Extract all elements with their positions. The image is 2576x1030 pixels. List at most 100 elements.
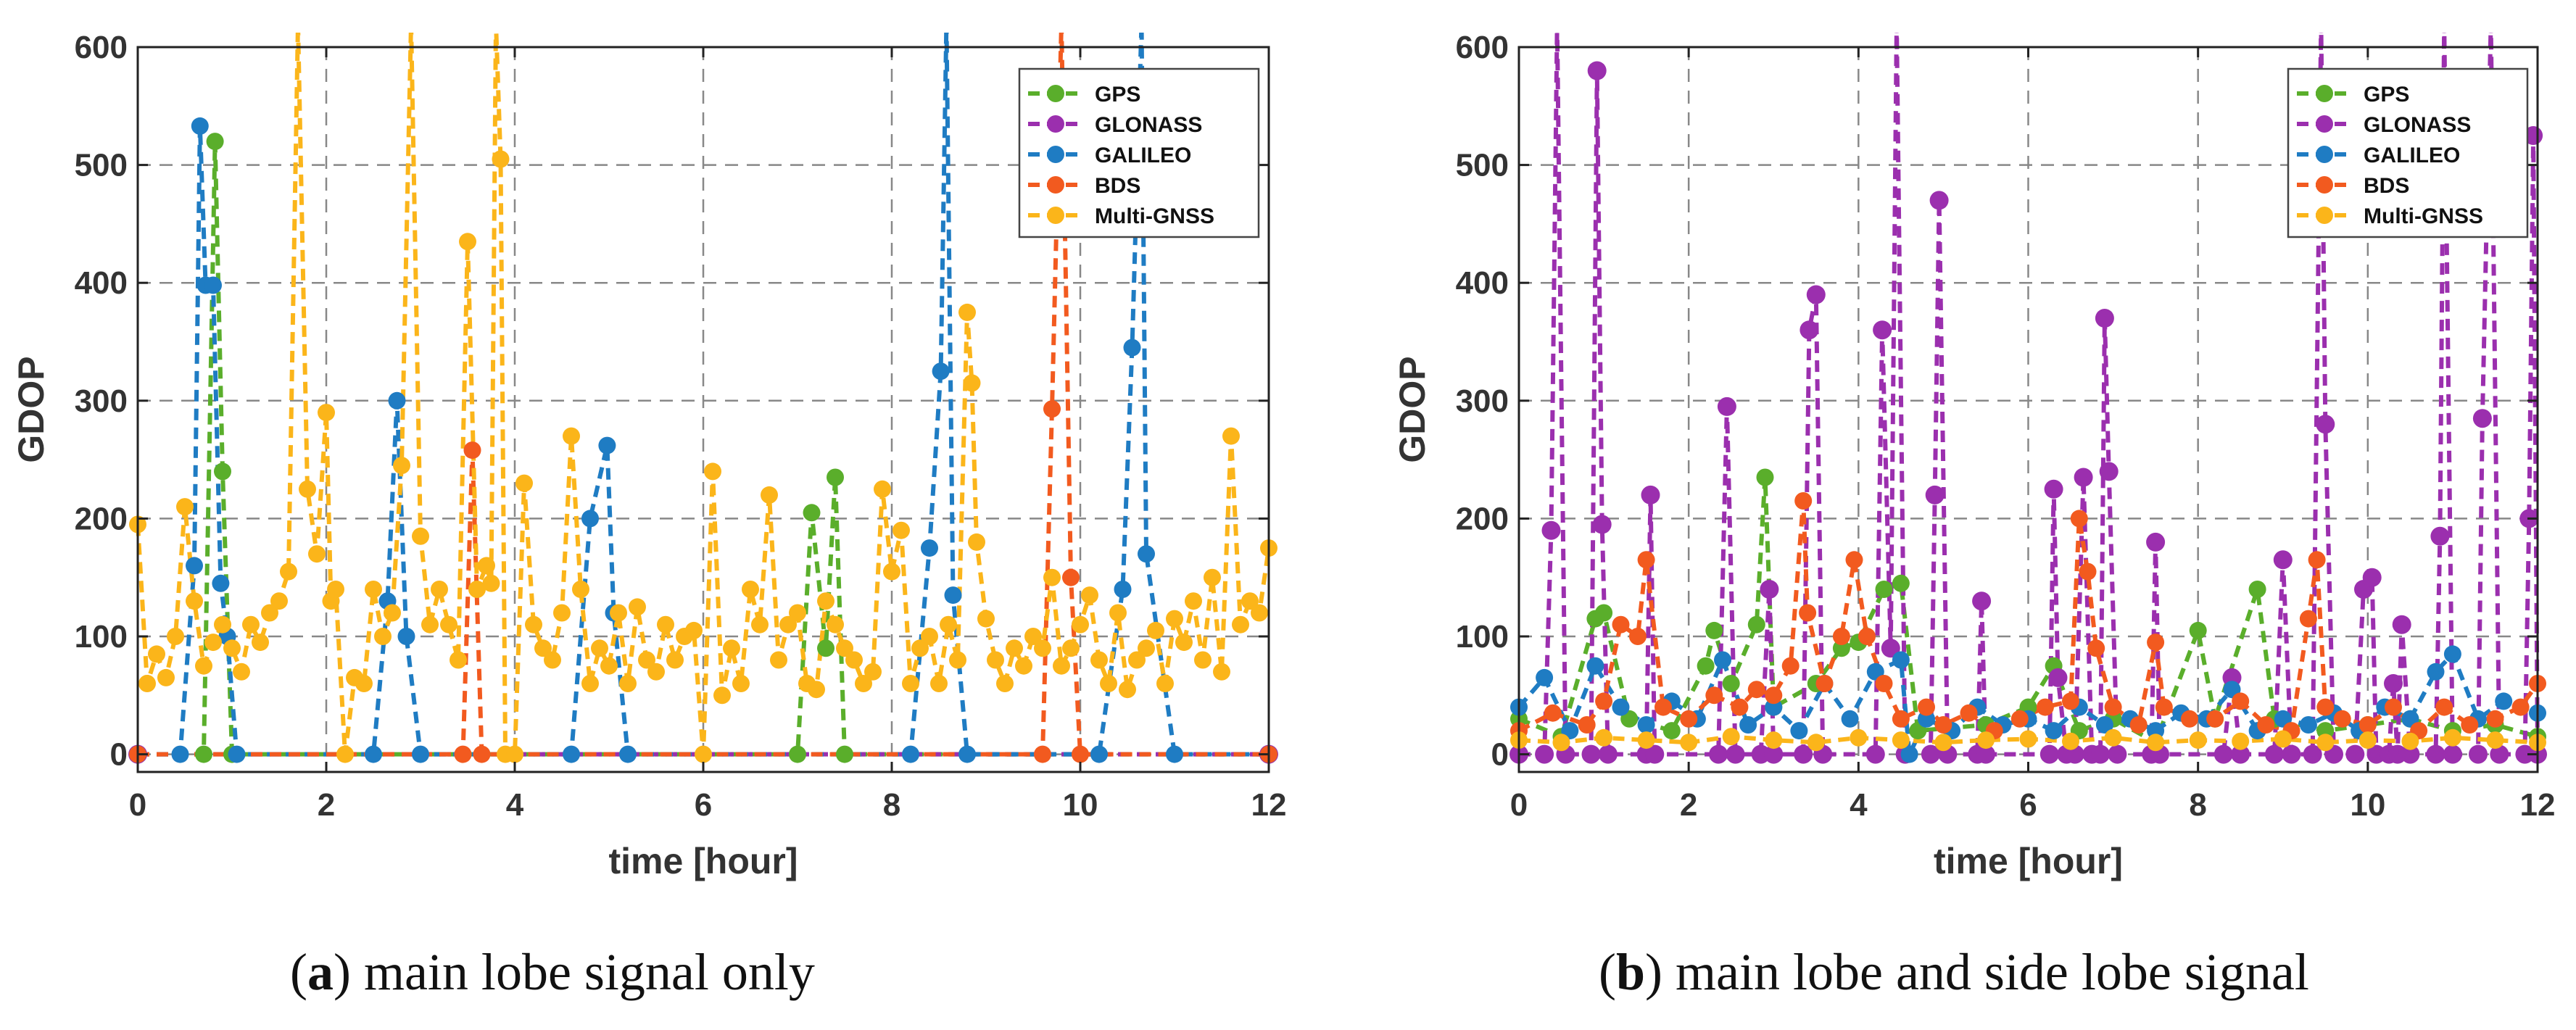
chart-b-legend-marker-0 (2316, 85, 2333, 102)
chart-b-point (1934, 734, 1952, 752)
chart-b-point (2062, 732, 2079, 750)
chart-a-point (911, 639, 929, 657)
chart-b-point (1578, 716, 1596, 734)
chart-b-point (1586, 657, 1604, 675)
chart-b-point (1680, 710, 1698, 728)
chart-a-point (191, 117, 209, 135)
chart-a-point (836, 745, 853, 763)
chart-a-point (412, 745, 429, 763)
chart-a-point (450, 651, 467, 669)
chart-b-point (1717, 396, 1736, 416)
caption-b-tag: b (1615, 943, 1646, 1001)
chart-b-legend-marker-2 (2316, 146, 2333, 163)
chart-a-point (1166, 610, 1183, 628)
chart-a-point (431, 581, 448, 598)
chart-a-point (214, 615, 231, 634)
chart-a-point (204, 276, 222, 294)
chart-b-point (1800, 320, 1819, 340)
chart-b-point (2104, 728, 2122, 747)
chart-b-point (2155, 698, 2173, 716)
chart-a-point (1213, 663, 1230, 681)
chart-a-point (1006, 639, 1023, 657)
chart-b-point (1873, 320, 1892, 340)
chart-a-point (572, 581, 589, 598)
chart-a-point (902, 675, 919, 692)
chart-b-point (2146, 532, 2166, 552)
chart-b-point (2401, 744, 2420, 764)
chart-a-point (949, 651, 966, 669)
chart-a-point (751, 615, 769, 634)
chart-a-legend: GPS GLONASS GALILEO BDS Multi-GNSS (1018, 67, 1260, 238)
chart-a-point (657, 615, 674, 634)
chart-a-point (223, 639, 241, 657)
chart-a-point (195, 745, 212, 763)
chart-b-point (1832, 628, 1850, 645)
chart-a-point (1062, 639, 1080, 657)
chart-b-y-tick-label: 400 (1456, 265, 1509, 301)
chart-a-point (1090, 651, 1108, 669)
chart-a-point (478, 557, 495, 575)
chart-a-point (212, 574, 230, 592)
chart-b-point (2181, 710, 2198, 728)
chart-b-point (1850, 728, 1868, 747)
chart-b: 0 2 4 6 8 10 12 0 100 200 300 400 500 600 time [hour] G… (1392, 30, 2555, 881)
chart-b-point (1765, 686, 1783, 705)
chart-a-point (553, 604, 571, 622)
chart-a-point (1175, 634, 1193, 652)
chart-b-point (1641, 485, 1660, 504)
chart-b-point (2095, 716, 2113, 734)
chart-b-x-tick-label: 4 (1850, 787, 1868, 823)
chart-a-point (563, 745, 580, 763)
chart-a-point (242, 615, 260, 634)
chart-b-point (1612, 698, 1630, 716)
caption-b: (b) main lobe and side lobe signal (1599, 943, 2309, 1001)
chart-a-point (534, 639, 552, 657)
chart-a-point (1034, 639, 1051, 657)
chart-a-point (638, 651, 655, 669)
chart-a-point (937, 15, 955, 33)
chart-a-point (515, 474, 533, 492)
chart-a-data (128, 15, 1278, 764)
chart-a-point (204, 634, 222, 652)
chart-a-y-tick-label: 500 (75, 148, 128, 183)
chart-b-point (1726, 744, 1745, 764)
chart-b-point (1637, 731, 1655, 749)
chart-a-y-tick-label: 200 (75, 501, 128, 536)
chart-a-point (845, 651, 863, 669)
chart-b-legend-label-0: GPS (2364, 83, 2409, 107)
chart-a-legend-label-0: GPS (1095, 83, 1140, 107)
chart-a-legend-label-2: GALILEO (1095, 144, 1191, 167)
chart-a-point (228, 745, 246, 763)
chart-a-point (327, 581, 344, 598)
chart-a-point (1043, 400, 1061, 418)
chart-a-point (893, 521, 910, 539)
chart-a-point (1053, 657, 1070, 675)
chart-a-point (1100, 675, 1117, 692)
chart-b-point (2232, 692, 2250, 710)
chart-b-point (2231, 744, 2250, 764)
chart-a-point (817, 639, 834, 657)
chart-a-point (393, 457, 410, 475)
chart-a-point (963, 374, 981, 392)
chart-a-point (855, 675, 872, 692)
chart-a-point (171, 745, 189, 763)
chart-b-point (2189, 731, 2207, 749)
chart-b-point (1722, 675, 1740, 692)
chart-b-point (1747, 681, 1765, 699)
chart-a-point (506, 745, 523, 763)
chart-b-point (1841, 710, 1859, 728)
chart-a-point (932, 362, 950, 381)
chart-a-point (525, 615, 542, 634)
chart-a-point (598, 436, 616, 454)
chart-b-point (1875, 675, 1893, 692)
chart-b-legend-marker-1 (2316, 115, 2333, 133)
chart-b-point (1960, 704, 1978, 722)
chart-a-point (629, 598, 646, 616)
chart-b-point (2299, 610, 2317, 628)
chart-b-point (2213, 744, 2233, 764)
chart-a-point (402, 15, 420, 33)
chart-b-point (2384, 674, 2403, 693)
chart-a-point (468, 581, 486, 598)
chart-b-point (2079, 562, 2097, 581)
chart-b-point (2282, 744, 2301, 764)
